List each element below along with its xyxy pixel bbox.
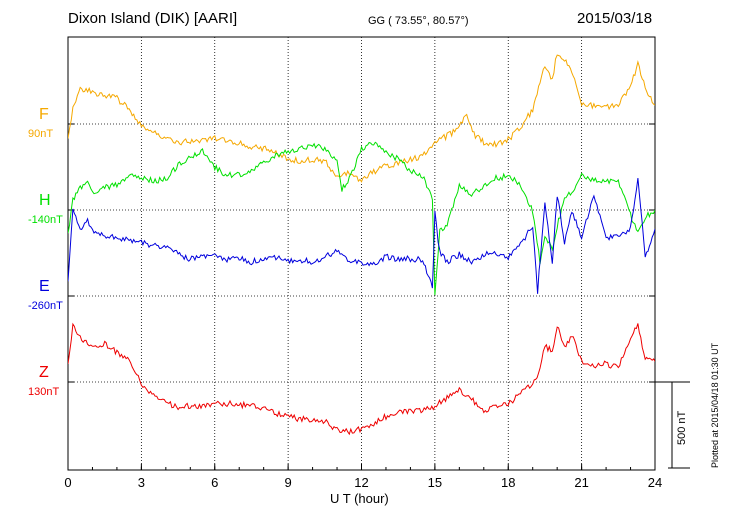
series-line-z: [68, 322, 655, 436]
x-axis-label: U T (hour): [330, 491, 389, 506]
scale-bar-label: 500 nT: [676, 410, 688, 445]
x-tick-label: 15: [428, 475, 442, 490]
x-tick-label: 12: [354, 475, 368, 490]
x-tick-label: 6: [211, 475, 218, 490]
station-title: Dixon Island (DIK) [AARI]: [68, 10, 238, 27]
series-label-h: H: [39, 192, 51, 209]
x-tick-label: 18: [501, 475, 515, 490]
series-line-h: [68, 141, 655, 296]
date-label: 2015/03/18: [577, 10, 653, 27]
x-tick-label: 9: [285, 475, 292, 490]
baseline-label-f: 90nT: [28, 128, 54, 140]
series-label-z: Z: [39, 364, 49, 381]
series-line-e: [68, 177, 655, 294]
x-tick-label: 21: [574, 475, 588, 490]
plotted-timestamp: Plotted at 2015/04/18 01:30 UT: [710, 342, 720, 468]
baseline-label-e: -260nT: [28, 300, 63, 312]
x-tick-label: 3: [138, 475, 145, 490]
x-tick-label: 24: [648, 475, 662, 490]
series-label-e: E: [39, 278, 50, 295]
series-label-f: F: [39, 106, 49, 123]
baseline-label-h: -140nT: [28, 214, 63, 226]
geographic-coordinates: GG ( 73.55°, 80.57°): [368, 15, 469, 27]
baseline-label-z: 130nT: [28, 386, 60, 398]
x-tick-label: 0: [64, 475, 71, 490]
series-line-f: [68, 54, 655, 183]
